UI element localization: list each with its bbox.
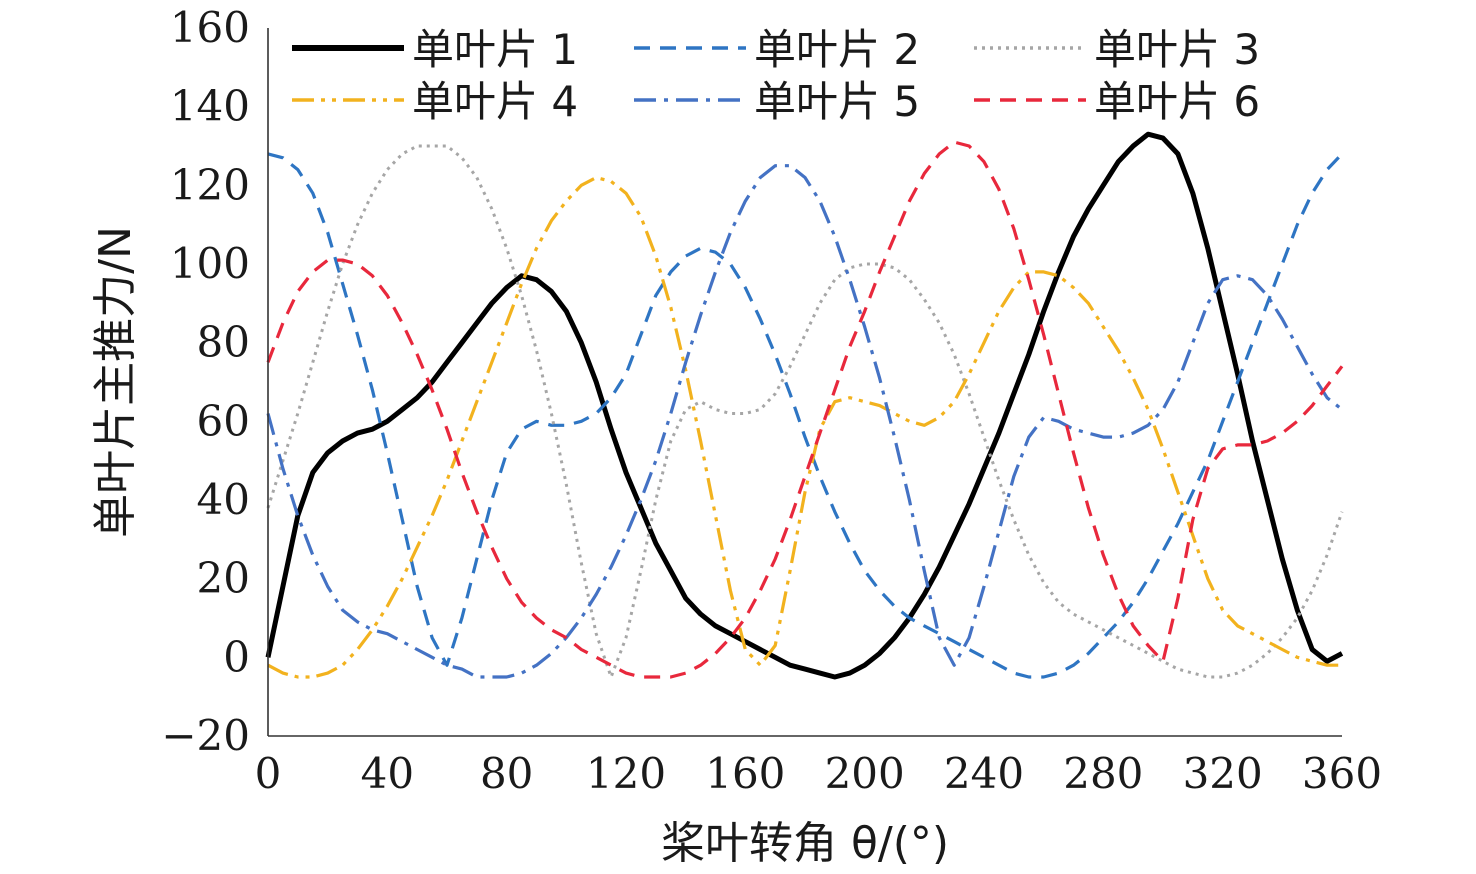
legend-label-6: 单叶片 6 <box>1094 77 1260 126</box>
x-tick-label: 240 <box>944 749 1024 798</box>
x-tick-label: 280 <box>1063 749 1143 798</box>
y-tick-label: 160 <box>170 3 250 52</box>
y-tick-label: 100 <box>170 239 250 288</box>
legend-label-4: 单叶片 4 <box>412 77 578 126</box>
y-tick-label: 140 <box>170 82 250 131</box>
legend-label-5: 单叶片 5 <box>754 77 920 126</box>
legend-label-3: 单叶片 3 <box>1094 25 1260 74</box>
x-tick-label: 200 <box>825 749 905 798</box>
plot-area <box>265 131 1344 680</box>
y-tick-label: 80 <box>197 318 250 367</box>
y-tick-label: 40 <box>197 475 250 524</box>
x-tick-label: 80 <box>480 749 533 798</box>
legend-label-2: 单叶片 2 <box>754 25 920 74</box>
y-tick-label: 20 <box>197 554 250 603</box>
series-line-3 <box>266 144 1344 679</box>
y-axis-title: 单叶片主推力/N <box>90 226 141 538</box>
y-tick-label: 120 <box>170 160 250 209</box>
x-tick-label: 160 <box>705 749 785 798</box>
y-tick-label: −20 <box>161 711 250 760</box>
tick-labels: 0 40 80 120 160 200 240 280 320 360−2002040608010… <box>161 3 1382 798</box>
x-tick-label: 120 <box>586 749 666 798</box>
series-line-2 <box>267 152 1344 679</box>
legend-label-1: 单叶片 1 <box>412 25 578 74</box>
series-line-1 <box>265 131 1344 680</box>
x-tick-label: 360 <box>1302 749 1382 798</box>
legend: 单叶片 1 单叶片 2 单叶片 3 单叶片 4 单叶片 5 单叶片 6 <box>292 25 1260 126</box>
y-tick-label: 60 <box>197 396 250 445</box>
x-tick-label: 0 <box>255 749 282 798</box>
x-tick-label: 40 <box>361 749 414 798</box>
axes <box>267 28 1342 737</box>
series-line-5 <box>266 164 1343 679</box>
x-tick-label: 320 <box>1183 749 1263 798</box>
y-tick-label: 0 <box>223 632 250 681</box>
x-axis-title: 桨叶转角 θ/(°) <box>661 818 949 869</box>
series-line-4 <box>267 175 1342 679</box>
series-line-6 <box>266 140 1344 679</box>
